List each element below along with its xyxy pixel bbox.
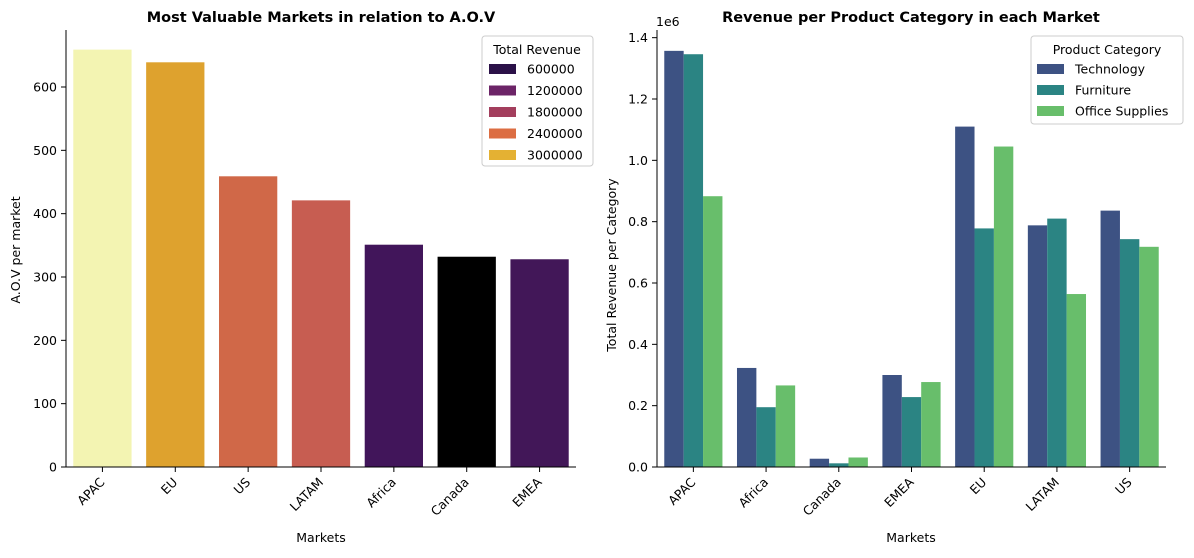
chart2-offset-label: 1e6 bbox=[656, 14, 680, 29]
bar-emea-furniture bbox=[901, 397, 922, 467]
y-tick-label: 0.4 bbox=[628, 337, 648, 352]
chart1-x-ticks: APAC EU US LATAM Africa Canada EMEA bbox=[74, 467, 545, 519]
bar-emea bbox=[510, 259, 569, 467]
chart1-xlabel: Markets bbox=[296, 530, 345, 545]
y-tick-label: 500 bbox=[33, 143, 57, 158]
x-tick-label: EU bbox=[158, 475, 181, 498]
legend-label: 600000 bbox=[527, 62, 575, 77]
x-tick-label: LATAM bbox=[1023, 475, 1062, 514]
x-tick-label: EMEA bbox=[509, 474, 545, 510]
x-tick-label: US bbox=[231, 474, 254, 497]
y-tick-label: 1.2 bbox=[628, 92, 648, 107]
bar-eu-office-supplies bbox=[993, 146, 1014, 468]
bar-emea-technology bbox=[882, 375, 902, 467]
chart2-legend-title: Product Category bbox=[1053, 42, 1162, 57]
bar-apac-technology bbox=[664, 50, 684, 467]
bar-apac-office-supplies bbox=[703, 196, 723, 468]
y-tick-label: 0.2 bbox=[628, 398, 648, 413]
revenue-category-chart: Revenue per Product Category in each Mar… bbox=[604, 10, 1184, 545]
legend-label: Furniture bbox=[1075, 83, 1131, 98]
legend-swatch bbox=[1037, 64, 1064, 74]
chart1-legend-title: Total Revenue bbox=[492, 42, 581, 57]
chart2-xlabel: Markets bbox=[886, 530, 935, 545]
chart1-y-ticks: 0 100 200 300 400 500 600 bbox=[33, 80, 66, 475]
y-tick-label: 1.0 bbox=[628, 153, 648, 168]
bar-eu-furniture bbox=[974, 228, 994, 467]
x-tick-label: EMEA bbox=[881, 474, 917, 510]
y-tick-label: 100 bbox=[33, 396, 57, 411]
x-tick-label: Canada bbox=[800, 475, 844, 519]
bar-apac-furniture bbox=[683, 54, 704, 468]
x-tick-label: APAC bbox=[665, 474, 699, 508]
x-tick-label: APAC bbox=[74, 474, 108, 508]
chart1-axes bbox=[65, 30, 576, 468]
bar-canada-technology bbox=[809, 458, 830, 467]
y-tick-label: 400 bbox=[33, 206, 57, 221]
legend-swatch bbox=[1037, 106, 1064, 116]
bar-eu bbox=[146, 62, 205, 468]
bar-canada-office-supplies bbox=[848, 457, 868, 467]
bar-africa bbox=[364, 244, 423, 467]
chart2-y-ticks: 0.0 0.2 0.4 0.6 0.8 1.0 1.2 1.4 bbox=[628, 30, 657, 475]
chart1-legend: Total Revenue 600000 1200000 1800000 240000… bbox=[481, 35, 594, 167]
x-tick-label: EU bbox=[967, 475, 990, 498]
chart2-title: Revenue per Product Category in each Mar… bbox=[722, 10, 1100, 26]
bar-us-office-supplies bbox=[1139, 246, 1159, 467]
chart1-title: Most Valuable Markets in relation to A.O… bbox=[147, 10, 496, 26]
legend-swatch bbox=[489, 64, 516, 74]
legend-label: 1200000 bbox=[527, 83, 583, 98]
bar-africa-office-supplies bbox=[775, 385, 796, 467]
bar-latam-technology bbox=[1027, 225, 1048, 467]
y-tick-label: 300 bbox=[33, 270, 57, 285]
y-tick-label: 0.0 bbox=[628, 460, 648, 475]
y-tick-label: 200 bbox=[33, 333, 57, 348]
chart2-bars bbox=[664, 50, 1159, 468]
bar-eu-technology bbox=[955, 126, 975, 467]
bar-latam-furniture bbox=[1047, 218, 1067, 467]
chart2-legend-frame bbox=[1030, 35, 1184, 125]
x-tick-label: LATAM bbox=[287, 475, 326, 514]
legend-swatch bbox=[489, 150, 516, 160]
y-tick-label: 0.8 bbox=[628, 214, 648, 229]
legend-swatch bbox=[489, 85, 516, 96]
legend-label: Office Supplies bbox=[1075, 104, 1168, 119]
bar-canada bbox=[437, 256, 496, 467]
legend-label: Technology bbox=[1074, 62, 1146, 77]
bar-africa-furniture bbox=[756, 407, 776, 467]
bar-apac bbox=[73, 49, 132, 468]
bar-latam-office-supplies bbox=[1066, 294, 1087, 467]
legend-swatch bbox=[489, 128, 516, 139]
bar-africa-technology bbox=[736, 367, 757, 467]
chart1-bars bbox=[73, 49, 569, 468]
legend-label: 3000000 bbox=[527, 148, 583, 163]
y-tick-label: 1.4 bbox=[628, 30, 648, 45]
x-tick-label: Canada bbox=[428, 475, 472, 519]
chart2-legend: Product Category Technology Furniture Offi… bbox=[1030, 35, 1184, 125]
bar-canada-furniture bbox=[829, 463, 849, 467]
legend-swatch bbox=[1037, 85, 1064, 95]
legend-label: 2400000 bbox=[527, 126, 583, 141]
bar-us bbox=[219, 176, 278, 468]
legend-label: 1800000 bbox=[527, 105, 583, 120]
bar-emea-office-supplies bbox=[921, 382, 941, 467]
y-tick-label: 0.6 bbox=[628, 276, 648, 291]
bar-latam bbox=[291, 200, 351, 467]
x-tick-label: Africa bbox=[363, 475, 399, 511]
chart1-ylabel: A.O.V per market bbox=[8, 196, 23, 303]
chart2-ylabel: Total Revenue per Category bbox=[604, 178, 619, 353]
legend-swatch bbox=[489, 107, 516, 117]
chart2-axes bbox=[656, 30, 1166, 468]
x-tick-label: US bbox=[1112, 474, 1135, 497]
bar-us-technology bbox=[1100, 210, 1120, 468]
y-tick-label: 0 bbox=[49, 460, 57, 475]
chart2-x-ticks: APAC Africa Canada EMEA EU LATAM US bbox=[665, 467, 1135, 519]
y-tick-label: 600 bbox=[33, 80, 57, 95]
x-tick-label: Africa bbox=[735, 475, 771, 511]
aov-chart: Most Valuable Markets in relation to A.O… bbox=[8, 10, 594, 545]
bar-us-furniture bbox=[1119, 239, 1140, 467]
